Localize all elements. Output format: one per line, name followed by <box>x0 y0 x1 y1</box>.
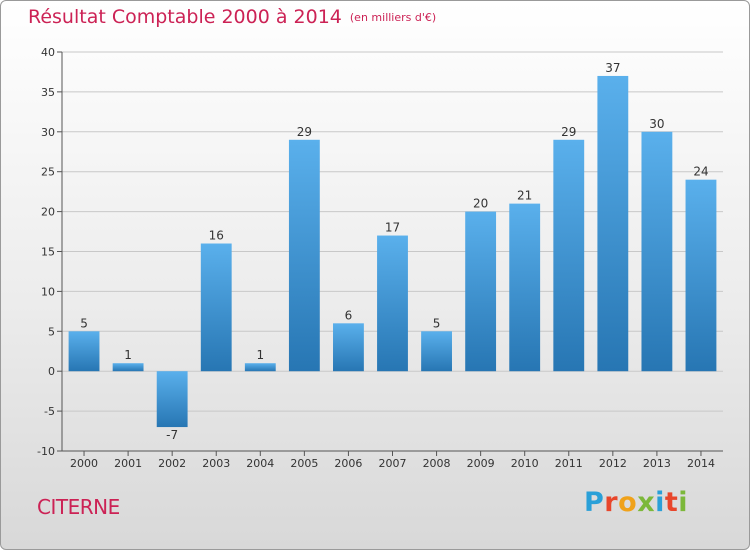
data-label: 24 <box>693 165 708 179</box>
y-tick-label: 5 <box>48 325 55 338</box>
bar <box>200 243 232 372</box>
x-tick-label: 2004 <box>246 457 274 470</box>
data-label: 21 <box>517 189 532 203</box>
y-tick-label: 15 <box>41 246 55 259</box>
bar <box>597 75 629 372</box>
logo-letter: x <box>637 487 656 518</box>
title-text: Résultat Comptable 2000 à 2014 <box>28 6 342 28</box>
data-label: 16 <box>209 229 224 243</box>
y-tick-label: 20 <box>41 206 55 219</box>
y-axis-ticks: -10 -5 0 5 10 15 20 25 30 35 40 <box>37 46 62 458</box>
x-tick-label: 2008 <box>423 457 451 470</box>
x-tick-label: 2000 <box>70 457 98 470</box>
bar <box>509 203 541 372</box>
x-tick-label: 2006 <box>334 457 362 470</box>
data-label: 6 <box>345 308 353 322</box>
logo-letter: r <box>604 487 619 518</box>
data-label: 1 <box>124 348 132 362</box>
logo-letter: t <box>664 487 679 518</box>
bar <box>156 371 188 428</box>
x-tick-label: 2011 <box>555 457 583 470</box>
bar <box>288 139 320 372</box>
data-labels: 5 1 -7 16 1 29 6 17 5 20 21 29 37 30 24 <box>80 61 708 442</box>
x-tick-label: 2009 <box>467 457 495 470</box>
y-tick-label: -5 <box>44 405 55 418</box>
bar <box>421 331 452 372</box>
logo-letter: o <box>618 487 638 518</box>
chart-title: Résultat Comptable 2000 à 2014 (en millie… <box>28 6 436 28</box>
data-label: 29 <box>561 125 576 139</box>
bar <box>641 131 673 372</box>
bar <box>553 139 585 372</box>
bar <box>377 235 408 372</box>
bar <box>333 323 364 372</box>
y-tick-label: 25 <box>41 166 55 179</box>
x-tick-label: 2010 <box>511 457 539 470</box>
x-tick-label: 2005 <box>290 457 318 470</box>
y-tick-label: -10 <box>37 445 55 458</box>
y-tick-label: 10 <box>41 285 55 298</box>
data-label: 20 <box>473 197 488 211</box>
x-tick-label: 2012 <box>599 457 627 470</box>
x-tick-label: 2001 <box>114 457 142 470</box>
chart-subtitle: (en milliers d'€) <box>349 11 437 24</box>
town-name: CITERNE <box>37 495 120 519</box>
bar <box>685 179 717 372</box>
bar <box>68 331 100 372</box>
bars <box>68 75 717 428</box>
y-tick-label: 0 <box>48 365 55 378</box>
y-tick-label: 30 <box>41 126 55 139</box>
data-label: 1 <box>256 348 264 362</box>
logo-letter: P <box>584 487 605 518</box>
x-tick-label: 2007 <box>379 457 407 470</box>
logo-letter: i <box>678 487 689 518</box>
proxiti-logo: Proxiti <box>584 487 688 518</box>
data-label: 29 <box>297 125 312 139</box>
bar <box>244 363 276 372</box>
data-label: 5 <box>80 316 88 330</box>
x-tick-label: 2003 <box>202 457 230 470</box>
y-tick-label: 40 <box>41 46 55 59</box>
data-label: 30 <box>649 117 664 131</box>
x-tick-label: 2002 <box>158 457 186 470</box>
data-label: 37 <box>605 61 620 75</box>
data-label: -7 <box>166 428 178 442</box>
bar <box>465 211 497 372</box>
x-tick-label: 2013 <box>643 457 671 470</box>
x-tick-label: 2014 <box>687 457 715 470</box>
data-label: 17 <box>385 221 400 235</box>
data-label: 5 <box>433 316 441 330</box>
y-tick-label: 35 <box>41 86 55 99</box>
logo-letter: i <box>655 487 665 518</box>
x-axis-ticks: 2000 2001 2002 2003 2004 2005 2006 2007 2008 2009… <box>70 451 715 470</box>
bar <box>112 363 144 372</box>
